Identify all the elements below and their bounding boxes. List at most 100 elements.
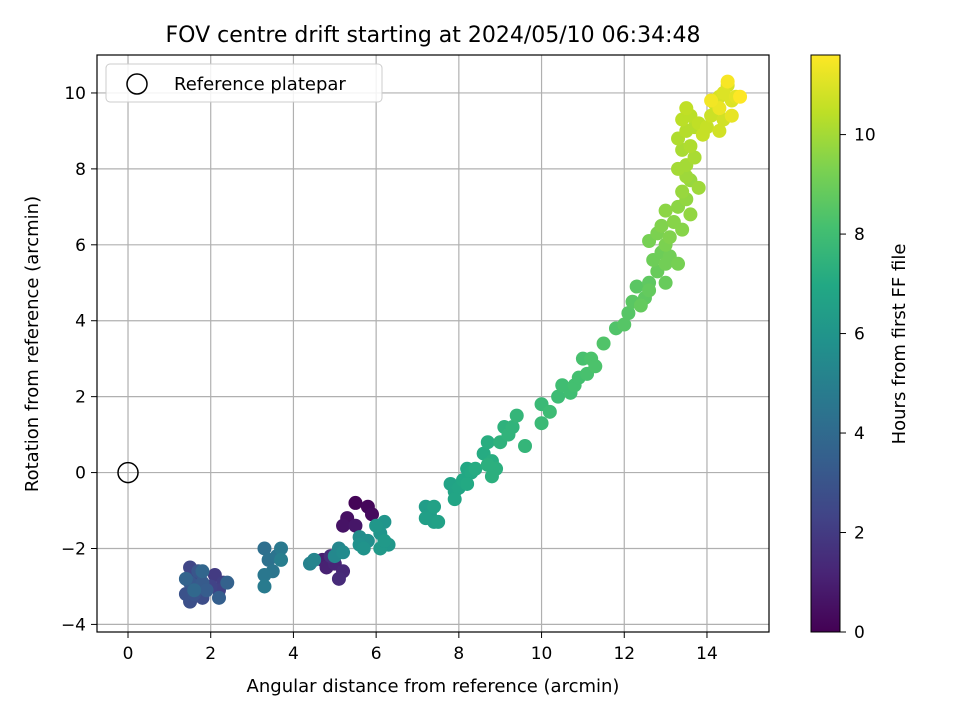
scatter-point xyxy=(675,184,690,199)
scatter-point xyxy=(257,579,272,594)
scatter-point xyxy=(704,93,719,108)
y-tick-label: 10 xyxy=(64,84,86,104)
y-tick-label: 2 xyxy=(75,388,86,408)
scatter-point xyxy=(733,89,748,104)
scatter-point xyxy=(596,336,611,351)
scatter-point xyxy=(724,108,739,123)
legend-marker xyxy=(126,73,148,95)
scatter-point xyxy=(712,123,727,138)
scatter-point xyxy=(683,139,698,154)
scatter-point xyxy=(642,283,657,298)
scatter-point xyxy=(274,552,289,567)
scatter-point xyxy=(588,359,603,374)
chart-title: FOV centre drift starting at 2024/05/10 … xyxy=(166,23,701,48)
scatter-point xyxy=(542,404,557,419)
scatter-point xyxy=(683,207,698,222)
y-tick-label: 8 xyxy=(75,160,86,180)
colorbar-tick-label: 4 xyxy=(854,424,865,444)
scatter-point xyxy=(468,461,483,476)
y-axis-ticks: −4 −2 0 2 4 6 8 10 xyxy=(61,84,97,635)
scatter-point xyxy=(336,518,351,533)
colorbar-tick-label: 6 xyxy=(854,325,865,345)
scatter-point xyxy=(365,507,380,522)
y-tick-label: 6 xyxy=(75,236,86,256)
scatter-point xyxy=(480,457,495,472)
x-tick-label: 14 xyxy=(696,644,718,664)
scatter-point xyxy=(348,518,363,533)
scatter-point xyxy=(187,583,202,598)
x-tick-label: 12 xyxy=(613,644,635,664)
scatter-point xyxy=(633,298,648,313)
scatter-point xyxy=(629,279,644,294)
scatter-point xyxy=(617,317,632,332)
x-tick-label: 4 xyxy=(288,644,299,664)
scatter-point xyxy=(505,420,520,435)
scatter-point xyxy=(691,180,706,195)
y-tick-label: −4 xyxy=(61,615,86,635)
scatter-point xyxy=(675,222,690,237)
colorbar-tick-label: 8 xyxy=(854,225,865,245)
colorbar-tick-label: 2 xyxy=(854,524,865,544)
x-axis-label: Angular distance from reference (arcmin) xyxy=(247,676,620,697)
scatter-point xyxy=(307,552,322,567)
scatter-point xyxy=(331,571,346,586)
scatter-point xyxy=(274,541,289,556)
scatter-point xyxy=(484,469,499,484)
scatter-point xyxy=(679,101,694,116)
x-tick-label: 2 xyxy=(205,644,216,664)
scatter-point xyxy=(447,492,462,507)
x-tick-label: 0 xyxy=(123,644,134,664)
y-tick-label: 0 xyxy=(75,464,86,484)
scatter-point xyxy=(427,499,442,514)
scatter-point xyxy=(621,306,636,321)
grid xyxy=(97,55,769,632)
scatter-point xyxy=(687,150,702,165)
plot-frame xyxy=(96,54,770,633)
scatter-point xyxy=(662,230,677,245)
scatter-point xyxy=(720,74,735,89)
scatter-point xyxy=(178,571,193,586)
y-axis-label: Rotation from reference (arcmin) xyxy=(22,196,43,492)
scatter-point xyxy=(654,218,669,233)
scatter-point xyxy=(431,514,446,529)
scatter-point xyxy=(671,256,686,271)
legend: Reference platepar xyxy=(105,63,383,103)
scatter-point xyxy=(211,590,226,605)
scatter-point xyxy=(369,518,384,533)
scatter-point xyxy=(220,575,235,590)
scatter-point xyxy=(699,120,714,135)
x-tick-label: 10 xyxy=(531,644,553,664)
scatter-point xyxy=(460,476,475,491)
colorbar-label: Hours from first FF file xyxy=(889,244,910,445)
scatter-point xyxy=(199,583,214,598)
scatter-point xyxy=(534,416,549,431)
reference-point xyxy=(117,461,139,484)
scatter-point xyxy=(518,438,533,453)
y-tick-label: 4 xyxy=(75,312,86,332)
scatter-point xyxy=(480,435,495,450)
scatter-point xyxy=(551,389,566,404)
colorbar-tick-label: 0 xyxy=(854,623,865,643)
scatter-point xyxy=(257,568,272,583)
scatter-point xyxy=(348,495,363,510)
scatter-point xyxy=(658,203,673,218)
scatter-point xyxy=(377,533,392,548)
scatter-point xyxy=(418,511,433,526)
scatter-point xyxy=(195,564,210,579)
y-tick-label: −2 xyxy=(61,539,86,559)
scatter-point xyxy=(336,545,351,560)
x-tick-label: 6 xyxy=(371,644,382,664)
scatter-point xyxy=(509,408,524,423)
scatter-point xyxy=(356,541,371,556)
legend-box xyxy=(105,63,383,103)
legend-label: Reference platepar xyxy=(174,74,346,95)
scatter-point xyxy=(257,541,272,556)
scatter-point xyxy=(658,275,673,290)
colorbar-tick-label: 10 xyxy=(854,126,876,146)
colorbar xyxy=(810,54,841,633)
x-axis-ticks: 0 2 4 6 8 10 12 14 xyxy=(123,632,718,664)
x-tick-label: 8 xyxy=(453,644,464,664)
colorbar-ticks: 0 2 4 6 8 10 xyxy=(840,126,876,643)
scatter-points xyxy=(178,74,748,609)
